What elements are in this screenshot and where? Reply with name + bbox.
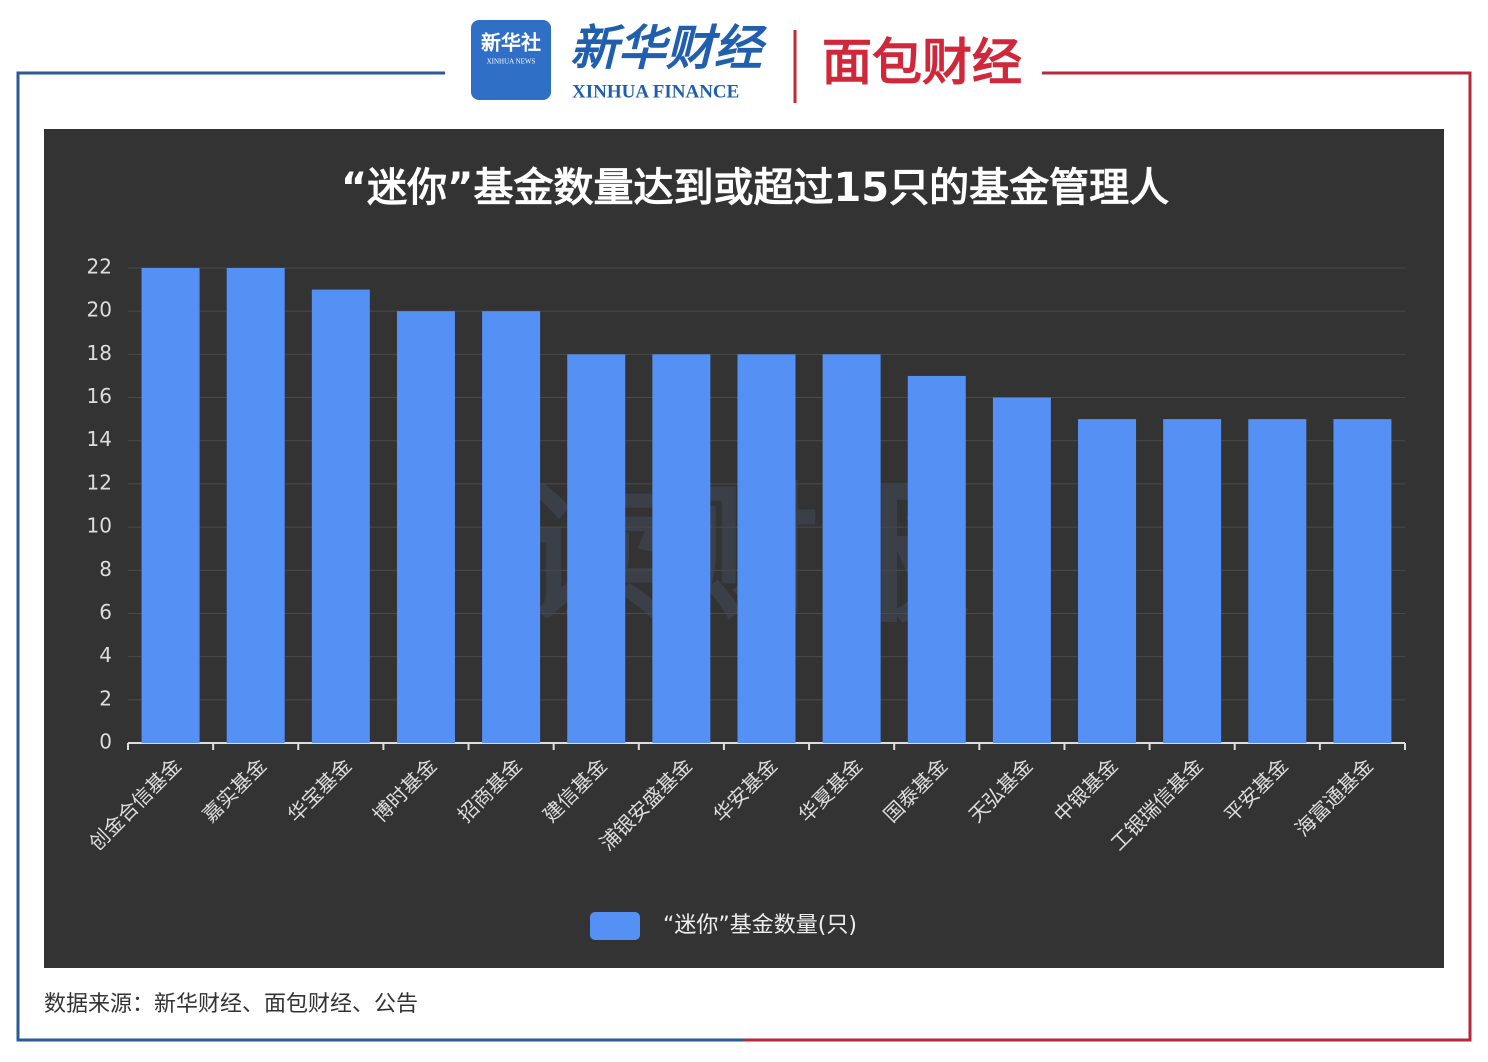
bar bbox=[822, 354, 881, 743]
bar bbox=[482, 311, 541, 743]
y-tick-label: 22 bbox=[87, 255, 112, 279]
y-tick-label: 2 bbox=[99, 686, 112, 710]
bar bbox=[226, 268, 285, 743]
logo-text: 新华财经 bbox=[570, 21, 768, 77]
y-tick-label: 18 bbox=[87, 341, 112, 365]
legend-swatch bbox=[590, 912, 640, 940]
logo-text: 面包财经 bbox=[822, 34, 1022, 92]
bar bbox=[652, 354, 711, 743]
y-tick-label: 20 bbox=[87, 298, 112, 322]
logo-text: 新华社 bbox=[481, 31, 541, 55]
frame bbox=[16, 71, 1472, 1042]
xinhua-logo bbox=[471, 20, 551, 100]
y-tick-label: 6 bbox=[99, 600, 112, 624]
logo-text: XINHUA FINANCE bbox=[572, 81, 739, 102]
bar bbox=[907, 375, 966, 743]
y-tick-label: 10 bbox=[87, 514, 112, 538]
bar bbox=[1333, 419, 1392, 743]
chart-title: “迷你”基金数量达到或超过15只的基金管理人 bbox=[341, 165, 1169, 211]
y-tick-label: 16 bbox=[87, 384, 112, 408]
bar bbox=[992, 397, 1051, 743]
y-tick-label: 0 bbox=[99, 730, 112, 754]
bar bbox=[311, 289, 370, 743]
bar bbox=[1078, 419, 1137, 743]
logo-text: XINHUA NEWS bbox=[487, 58, 536, 66]
legend-label: “迷你”基金数量(只) bbox=[663, 913, 857, 938]
bar bbox=[737, 354, 796, 743]
bar bbox=[567, 354, 626, 743]
bar bbox=[1163, 419, 1222, 743]
y-tick-label: 14 bbox=[87, 427, 112, 451]
bar bbox=[141, 268, 200, 743]
bar bbox=[1248, 419, 1307, 743]
bar bbox=[396, 311, 455, 743]
y-tick-label: 8 bbox=[99, 557, 112, 581]
y-tick-label: 4 bbox=[99, 643, 112, 667]
y-tick-label: 12 bbox=[87, 470, 112, 494]
source-note: 数据来源：新华财经、面包财经、公告 bbox=[44, 992, 418, 1017]
